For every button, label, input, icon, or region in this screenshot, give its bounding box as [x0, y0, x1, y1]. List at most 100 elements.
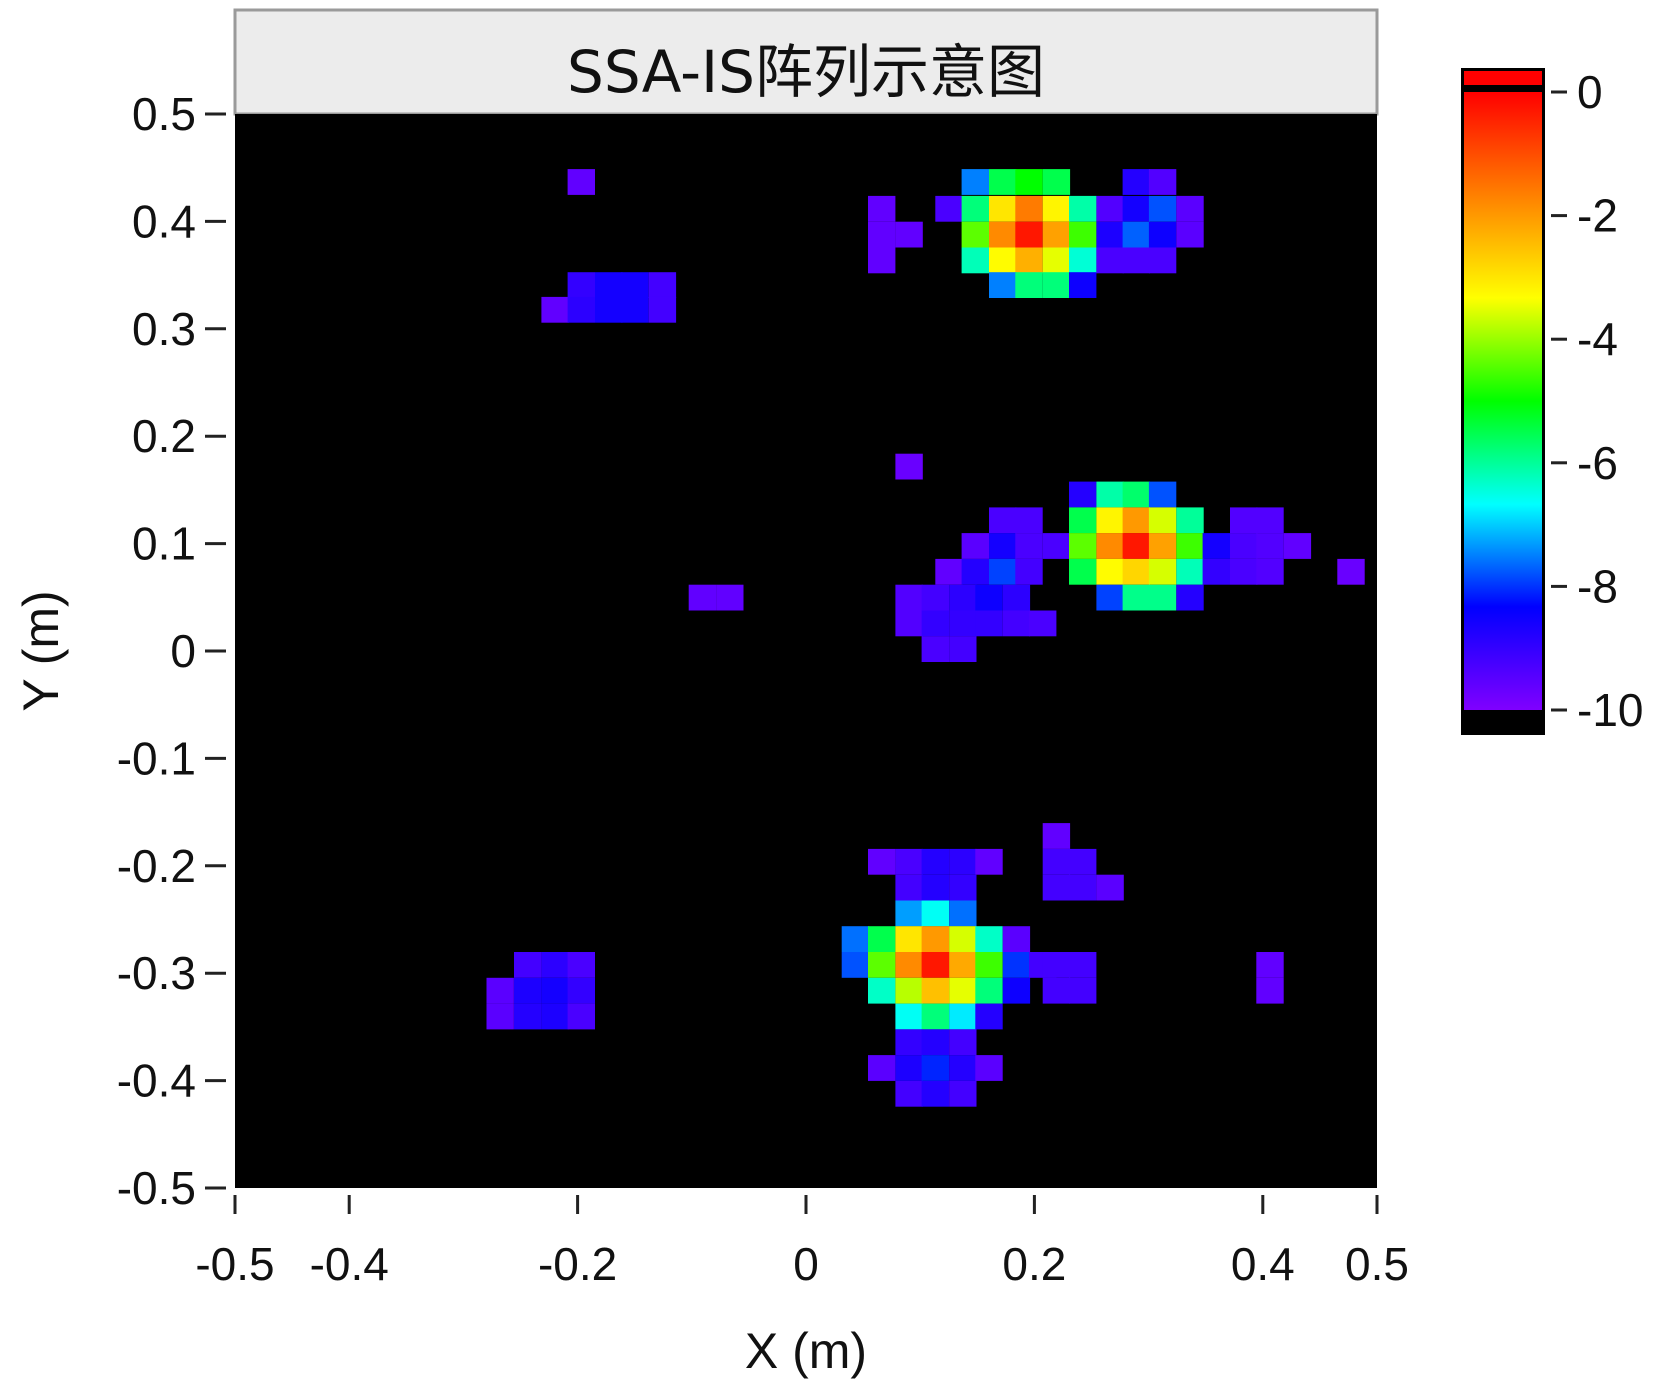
heatmap-cell [895, 874, 923, 901]
heatmap-cell [1002, 977, 1031, 1004]
heatmap-cell [921, 848, 949, 875]
heatmap-cell [541, 1003, 569, 1030]
heatmap-cell [1256, 558, 1284, 585]
heatmap-cell [921, 1029, 949, 1056]
heatmap-cell [595, 272, 623, 298]
heatmap-cell [621, 272, 649, 298]
heatmap-cell [1096, 481, 1124, 508]
heatmap-cell [895, 1003, 923, 1030]
heatmap-cell [961, 558, 989, 585]
heatmap-cell [868, 952, 896, 978]
heatmap-cell [1122, 195, 1150, 222]
heatmap-cell [895, 1029, 923, 1056]
heatmap-cell [949, 900, 977, 927]
heatmap-cell [567, 977, 595, 1004]
heatmap-cell [1122, 558, 1150, 585]
heatmap-cell [921, 1080, 949, 1107]
heatmap-cell [1230, 533, 1258, 559]
plot-area [235, 114, 1377, 1188]
heatmap-cell [1069, 977, 1097, 1004]
x-tick-label: -0.5 [195, 1238, 274, 1290]
y-tick-label: -0.3 [117, 947, 196, 999]
heatmap-cell [514, 1003, 542, 1030]
heatmap-cell [1042, 272, 1071, 298]
y-tick-label: 0.5 [132, 88, 196, 140]
heatmap-cell [989, 247, 1017, 274]
heatmap-cell [1148, 247, 1177, 274]
heatmap-cell [621, 296, 649, 323]
heatmap-cell [1202, 558, 1230, 585]
heatmap-cell [961, 169, 989, 195]
heatmap-cell [921, 926, 949, 952]
heatmap-cell [1337, 558, 1365, 585]
colorbar-max-band [1464, 71, 1542, 85]
heatmap-cell [989, 507, 1017, 534]
colorbar-gradient [1464, 92, 1542, 710]
heatmap-cell [921, 1003, 949, 1030]
heatmap-cell [595, 296, 623, 323]
heatmap-cell [989, 195, 1017, 222]
heatmap-cell [975, 952, 1003, 978]
heatmap-cell [1176, 221, 1204, 248]
heatmap-cell [921, 977, 949, 1004]
heatmap-cell [1122, 221, 1150, 248]
heatmap-cell [949, 848, 977, 875]
heatmap-cell [1042, 874, 1071, 901]
heatmap-cell [1042, 169, 1071, 195]
heatmap-cell [1096, 584, 1124, 611]
heatmap-cell [1148, 507, 1177, 534]
heatmap-cell [1069, 195, 1097, 222]
heatmap-cell [1002, 952, 1031, 978]
heatmap-cell [1015, 272, 1043, 298]
heatmap-cell [895, 1055, 923, 1081]
heatmap-cell [1042, 848, 1071, 875]
heatmap-cell [1230, 507, 1258, 534]
heatmap-cell [949, 584, 977, 611]
heatmap-cell [1042, 977, 1071, 1004]
heatmap-cell [1042, 221, 1071, 248]
heatmap-cell [1096, 507, 1124, 534]
heatmap-cell [989, 272, 1017, 298]
heatmap-cell [1069, 874, 1097, 901]
colorbar: 0 -2 -4 -6 -8 -10 [1461, 66, 1643, 736]
heatmap-cell [1029, 610, 1057, 637]
heatmap-cell [1122, 247, 1150, 274]
heatmap-cell [1122, 533, 1150, 559]
heatmap-cell [975, 977, 1003, 1004]
heatmap-cell [688, 584, 717, 611]
y-tick-label: 0.1 [132, 518, 196, 570]
heatmap-cell [648, 296, 677, 323]
heatmap-cell [1283, 533, 1312, 559]
heatmap-cell [1069, 952, 1097, 978]
heatmap-cell [1148, 169, 1177, 195]
heatmap-cell [716, 584, 744, 611]
heatmap-cell [1042, 195, 1071, 222]
heatmap-cell [567, 296, 595, 323]
heatmap-cell [895, 1080, 923, 1107]
heatmap-cell [1148, 558, 1177, 585]
heatmap-cell [1148, 533, 1177, 559]
y-tick-label: 0 [170, 625, 196, 677]
x-axis-title: X (m) [745, 1323, 867, 1379]
heatmap-cell [1176, 507, 1204, 534]
heatmap-cell [1015, 533, 1043, 559]
heatmap-cell [1096, 195, 1124, 222]
heatmap-cell [949, 926, 977, 952]
heatmap-cell [868, 247, 896, 274]
heatmap-cell [949, 874, 977, 901]
heatmap-cell [868, 848, 896, 875]
heatmap-cell [1015, 247, 1043, 274]
heatmap-cell [895, 610, 923, 637]
colorbar-tick-label: -10 [1577, 684, 1643, 736]
heatmap-cell [1042, 247, 1071, 274]
heatmap-cell [895, 221, 923, 248]
heatmap-cell [486, 1003, 514, 1030]
heatmap-cell [1148, 481, 1177, 508]
heatmap-cell [868, 977, 896, 1004]
heatmap-cell [975, 610, 1003, 637]
x-tick-label: -0.4 [310, 1238, 389, 1290]
heatmap-cell [1069, 247, 1097, 274]
heatmap-cell [1069, 272, 1097, 298]
heatmap-cell [935, 558, 963, 585]
